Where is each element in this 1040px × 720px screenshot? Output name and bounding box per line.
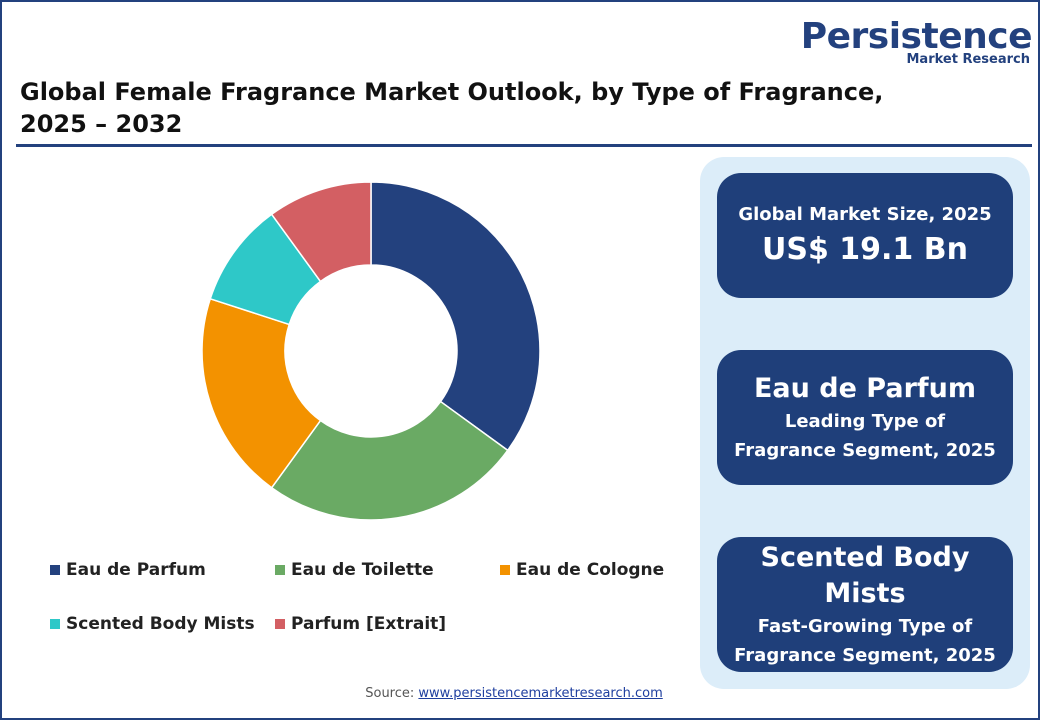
legend-swatch	[50, 565, 60, 575]
source-prefix: Source:	[365, 686, 415, 701]
legend-label: Eau de Cologne	[516, 560, 664, 580]
legend-label: Parfum [Extrait]	[291, 614, 446, 634]
title-rule	[16, 144, 1032, 147]
legend-label: Eau de Parfum	[66, 560, 206, 580]
card-value: US$ 19.1 Bn	[762, 232, 968, 267]
legend-swatch	[500, 565, 510, 575]
legend-swatch	[50, 619, 60, 629]
logo-tagline: Market Research	[906, 52, 1031, 67]
card-value: Eau de Parfum	[753, 372, 977, 404]
logo-name: Persistence	[800, 16, 1033, 57]
donut-slice	[270, 400, 509, 521]
source: Source: www.persistencemarketresearch.co…	[2, 686, 1026, 701]
card-label: Leading Type of Fragrance Segment, 2025	[734, 410, 996, 461]
card-label: Fast-Growing Type of Fragrance Segment, …	[734, 615, 996, 666]
legend-label: Eau de Toilette	[291, 560, 434, 580]
card: Eau de Parfum Leading Type of Fragrance …	[717, 350, 1013, 485]
chart: Eau de Parfum Eau de Toilette Eau de Colog…	[50, 181, 664, 634]
chart-title: Global Female Fragrance Market Outlook, …	[20, 78, 884, 138]
donut-slice	[201, 297, 322, 489]
card: Global Market Size, 2025 US$ 19.1 Bn	[717, 173, 1013, 298]
legend-swatch	[275, 565, 285, 575]
card-value: Scented Body Mists	[760, 541, 970, 609]
card: Scented Body Mists Fast-Growing Type of …	[717, 537, 1013, 672]
donut-slice	[370, 181, 541, 452]
source-link[interactable]: www.persistencemarketresearch.com	[418, 686, 663, 701]
legend-label: Scented Body Mists	[66, 614, 255, 634]
donut-slice	[270, 181, 372, 283]
legend-swatch	[275, 619, 285, 629]
card-label: Global Market Size, 2025	[738, 204, 992, 225]
